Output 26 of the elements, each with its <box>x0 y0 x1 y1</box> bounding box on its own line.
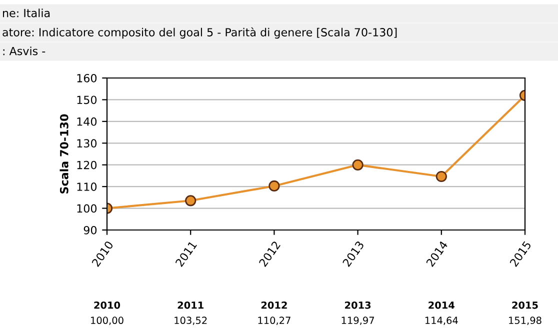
data-label: 103,52 <box>174 316 207 326</box>
category-label: 2012 <box>261 301 287 309</box>
data-label: 114,64 <box>425 316 458 326</box>
data-label: 151,98 <box>509 316 542 326</box>
category-label: 2010 <box>94 301 120 309</box>
text: ne: Italia <box>3 8 50 18</box>
y-tick-label: 110 <box>77 182 97 191</box>
category-label: 2015 <box>512 301 538 309</box>
y-axis-title: Scala 70-130 <box>60 114 68 194</box>
text: atore: Indicatore composito del goal 5 - Parità di genere [Scala 70-130] <box>2 27 397 39</box>
point <box>268 180 280 192</box>
y-tick-label: 90 <box>84 226 97 234</box>
point <box>352 159 364 170</box>
category-label: 2013 <box>345 301 371 309</box>
y-tick-label: 140 <box>77 117 97 126</box>
data-label: 110,27 <box>258 316 290 326</box>
data-label: 100,00 <box>91 316 124 326</box>
y-tick-label: 100 <box>77 204 97 213</box>
y-tick-label: 160 <box>77 74 97 82</box>
y-tick-label: 120 <box>77 160 97 170</box>
y-tick-label: 150 <box>77 96 97 104</box>
text: : Asvis - <box>3 46 46 56</box>
category-label: 2011 <box>178 301 204 309</box>
category-label: 2014 <box>428 301 454 309</box>
data-label: 119,97 <box>342 316 374 326</box>
y-tick-label: 130 <box>77 139 97 148</box>
